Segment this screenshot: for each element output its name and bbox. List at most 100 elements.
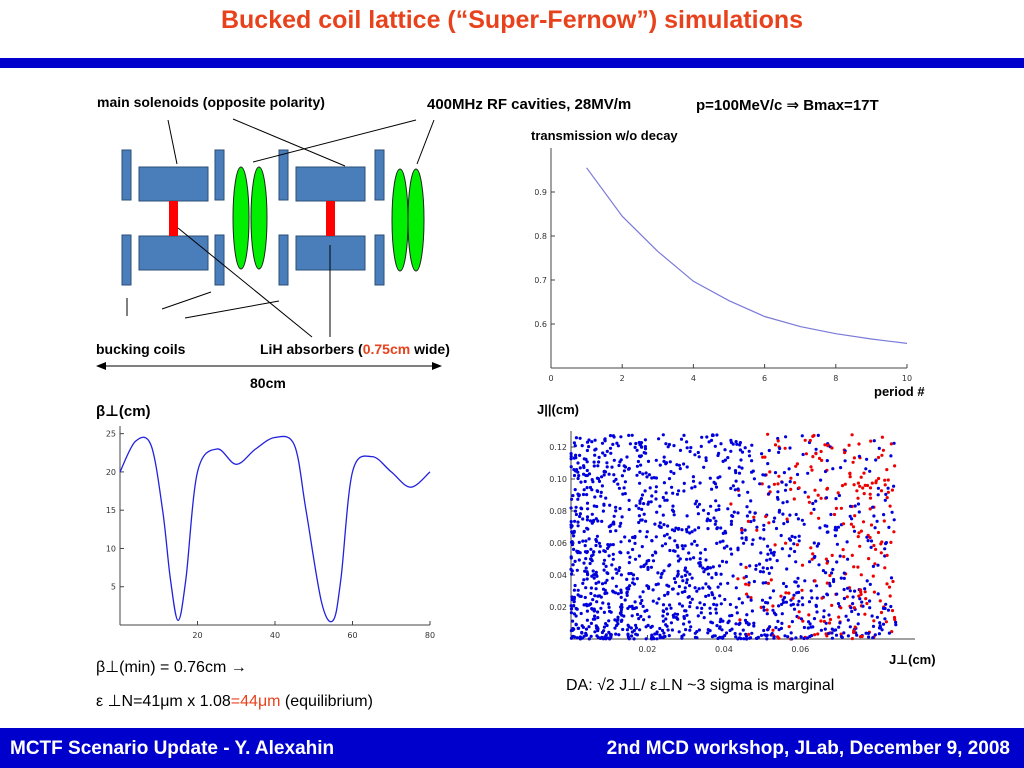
lost-particle-point <box>850 553 854 557</box>
surviving-particle-point <box>619 573 623 577</box>
surviving-particle-point <box>580 444 584 448</box>
surviving-particle-point <box>578 453 582 457</box>
surviving-particle-point <box>595 600 599 604</box>
surviving-particle-point <box>658 463 662 467</box>
surviving-particle-point <box>832 579 836 584</box>
surviving-particle-point <box>594 587 598 591</box>
surviving-particle-point <box>831 567 835 572</box>
surviving-particle-point <box>663 542 668 546</box>
y-tick-label: 5 <box>111 583 116 592</box>
lattice-diagram <box>96 118 442 370</box>
main-solenoid <box>138 235 209 271</box>
surviving-particle-point <box>577 474 581 478</box>
surviving-particle-point <box>777 604 781 608</box>
surviving-particle-point <box>643 445 647 449</box>
surviving-particle-point <box>576 520 580 524</box>
surviving-particle-point <box>688 628 692 632</box>
surviving-particle-point <box>872 514 876 518</box>
lost-particle-point <box>861 520 866 524</box>
lost-particle-point <box>789 487 793 491</box>
surviving-particle-point <box>607 554 611 558</box>
surviving-particle-point <box>634 504 638 508</box>
surviving-particle-point <box>688 584 692 588</box>
surviving-particle-point <box>640 598 644 603</box>
surviving-particle-point <box>600 519 604 523</box>
surviving-particle-point <box>796 576 800 580</box>
surviving-particle-point <box>650 476 654 480</box>
surviving-particle-point <box>696 450 700 455</box>
surviving-particle-point <box>588 561 592 566</box>
surviving-particle-point <box>819 628 823 632</box>
lost-particle-point <box>779 594 783 598</box>
surviving-particle-point <box>690 576 694 580</box>
y-tick-label: 0.06 <box>549 539 567 548</box>
surviving-particle-point <box>656 571 660 575</box>
surviving-particle-point <box>786 635 790 639</box>
lost-particle-point <box>766 432 770 436</box>
surviving-particle-point <box>637 554 641 558</box>
lost-particle-point <box>816 493 820 497</box>
surviving-particle-point <box>680 528 684 532</box>
surviving-particle-point <box>658 525 662 529</box>
surviving-particle-point <box>681 547 685 551</box>
lost-particle-point <box>850 433 854 437</box>
surviving-particle-point <box>792 542 796 546</box>
x-tick-label: 60 <box>347 631 357 640</box>
surviving-particle-point <box>803 490 807 494</box>
surviving-particle-point <box>572 456 576 460</box>
surviving-particle-point <box>602 629 606 633</box>
surviving-particle-point <box>713 634 717 638</box>
surviving-particle-point <box>635 473 639 477</box>
lost-particle-point <box>841 548 845 552</box>
surviving-particle-point <box>645 584 649 588</box>
surviving-particle-point <box>865 579 869 583</box>
surviving-particle-point <box>765 633 769 637</box>
surviving-particle-point <box>744 574 748 579</box>
surviving-particle-point <box>675 612 680 616</box>
surviving-particle-point <box>745 505 749 509</box>
surviving-particle-point <box>737 465 741 469</box>
surviving-particle-point <box>752 579 756 584</box>
surviving-particle-point <box>606 546 610 550</box>
surviving-particle-point <box>744 634 749 638</box>
surviving-particle-point <box>750 459 754 463</box>
lost-particle-point <box>884 620 888 624</box>
surviving-particle-point <box>892 518 896 522</box>
lost-particle-point <box>817 516 821 520</box>
surviving-particle-point <box>770 566 774 570</box>
surviving-particle-point <box>726 456 730 460</box>
surviving-particle-point <box>682 633 686 637</box>
surviving-particle-point <box>715 624 719 628</box>
surviving-particle-point <box>799 635 803 639</box>
lost-particle-point <box>837 615 841 619</box>
surviving-particle-point <box>787 554 791 558</box>
surviving-particle-point <box>695 606 699 610</box>
surviving-particle-point <box>819 478 823 482</box>
surviving-particle-point <box>581 581 585 585</box>
surviving-particle-point <box>649 625 653 629</box>
surviving-particle-point <box>595 534 599 538</box>
surviving-particle-point <box>585 604 589 608</box>
surviving-particle-point <box>637 617 641 621</box>
surviving-particle-point <box>880 628 884 632</box>
lost-particle-point <box>857 594 861 598</box>
surviving-particle-point <box>741 480 745 484</box>
surviving-particle-point <box>802 625 806 630</box>
surviving-particle-point <box>569 520 573 524</box>
surviving-particle-point <box>688 601 692 605</box>
surviving-particle-point <box>665 607 669 611</box>
surviving-particle-point <box>577 626 581 630</box>
surviving-particle-point <box>710 576 714 580</box>
pointer-line <box>184 300 280 319</box>
surviving-particle-point <box>590 440 594 444</box>
surviving-particle-point <box>650 637 654 641</box>
surviving-particle-point <box>781 598 785 602</box>
lost-particle-point <box>892 530 896 534</box>
surviving-particle-point <box>865 457 869 461</box>
surviving-particle-point <box>644 471 648 475</box>
surviving-particle-point <box>669 606 673 610</box>
surviving-particle-point <box>784 483 788 487</box>
surviving-particle-point <box>766 627 770 631</box>
lost-particle-point <box>771 604 775 608</box>
surviving-particle-point <box>581 539 585 543</box>
